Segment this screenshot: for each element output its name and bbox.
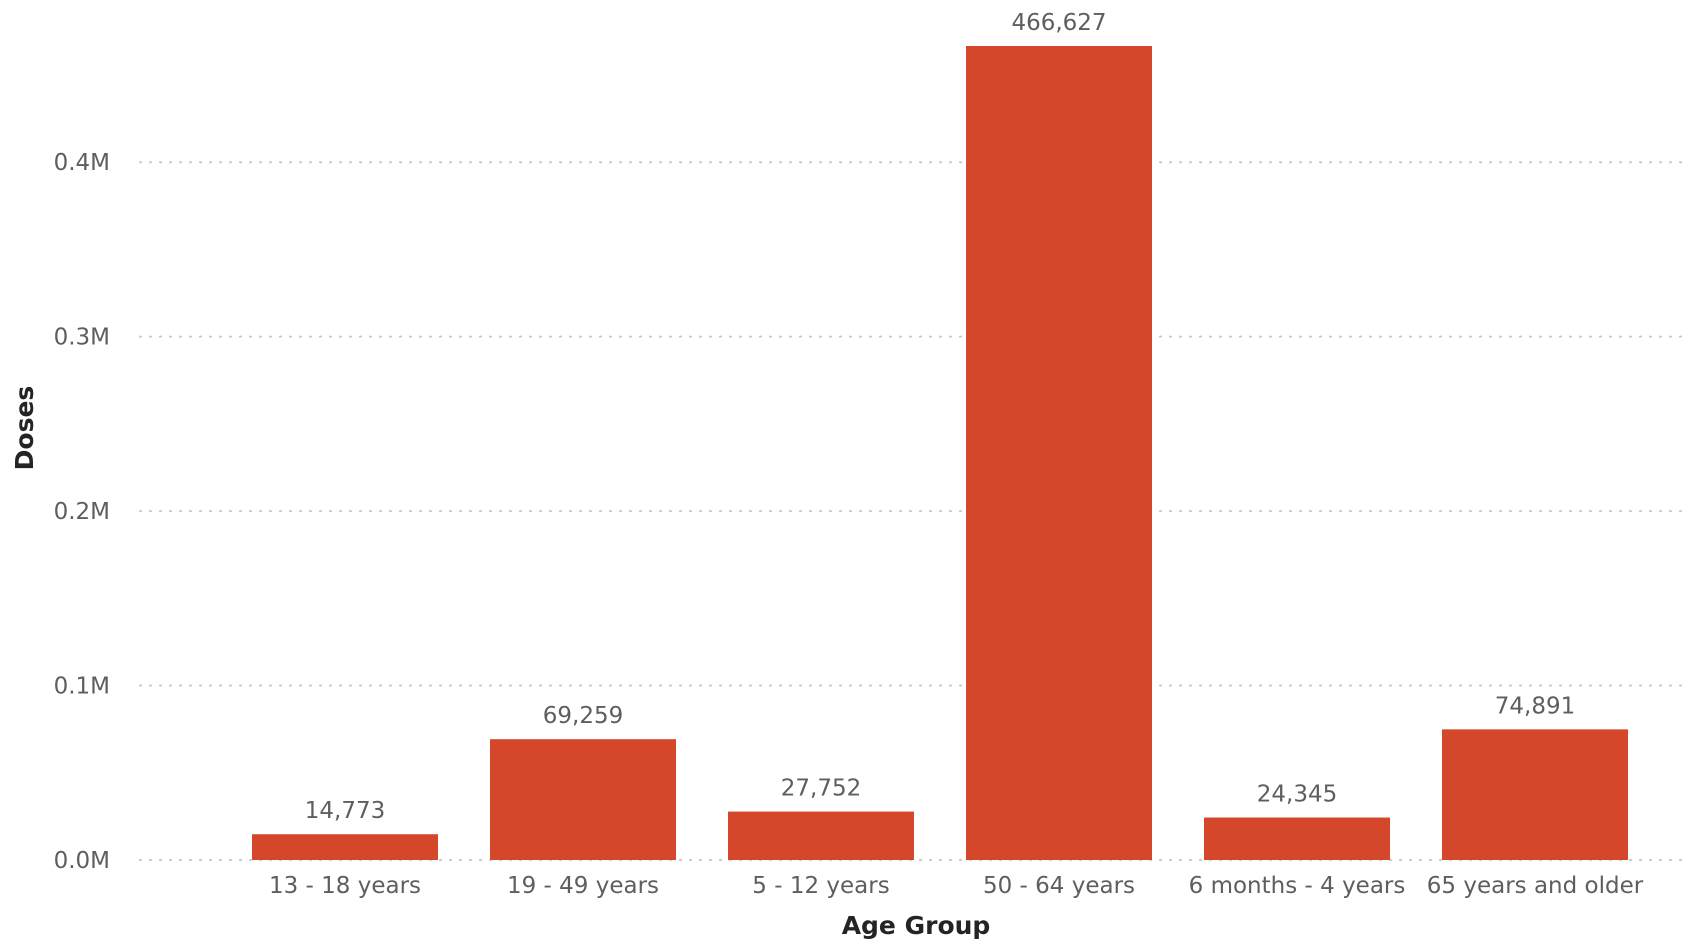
x-tick-label: 19 - 49 years (507, 873, 659, 899)
x-tick-label: 6 months - 4 years (1189, 873, 1406, 899)
data-label: 74,891 (1495, 693, 1575, 719)
x-tick-label: 5 - 12 years (752, 873, 889, 899)
x-tick-label: 13 - 18 years (269, 873, 421, 899)
y-tick-label: 0.0M (54, 848, 110, 874)
data-label: 466,627 (1011, 10, 1106, 36)
x-axis-tick-labels: 13 - 18 years 19 - 49 years 5 - 12 years 50… (269, 873, 1644, 899)
y-tick-label: 0.1M (54, 674, 110, 700)
data-label: 24,345 (1257, 782, 1337, 808)
data-labels: 14,773 69,259 27,752 466,627 24,345 74,891 (305, 10, 1575, 824)
y-axis-title: Doses (10, 386, 39, 471)
bar[interactable] (252, 834, 438, 860)
bar[interactable] (490, 739, 676, 860)
bar[interactable] (728, 811, 914, 860)
y-tick-label: 0.2M (54, 499, 110, 525)
data-label: 69,259 (543, 703, 623, 729)
x-tick-label: 50 - 64 years (983, 873, 1135, 899)
bar[interactable] (966, 46, 1152, 860)
y-axis-tick-labels: 0.0M 0.1M 0.2M 0.3M 0.4M (54, 150, 110, 874)
data-label: 14,773 (305, 798, 385, 824)
bar[interactable] (1204, 817, 1390, 860)
y-tick-label: 0.4M (54, 150, 110, 176)
data-label: 27,752 (781, 776, 861, 802)
bars (252, 46, 1628, 860)
x-axis-title: Age Group (842, 911, 991, 940)
y-tick-label: 0.3M (54, 325, 110, 351)
x-tick-label: 65 years and older (1427, 873, 1644, 899)
bar[interactable] (1442, 729, 1628, 860)
